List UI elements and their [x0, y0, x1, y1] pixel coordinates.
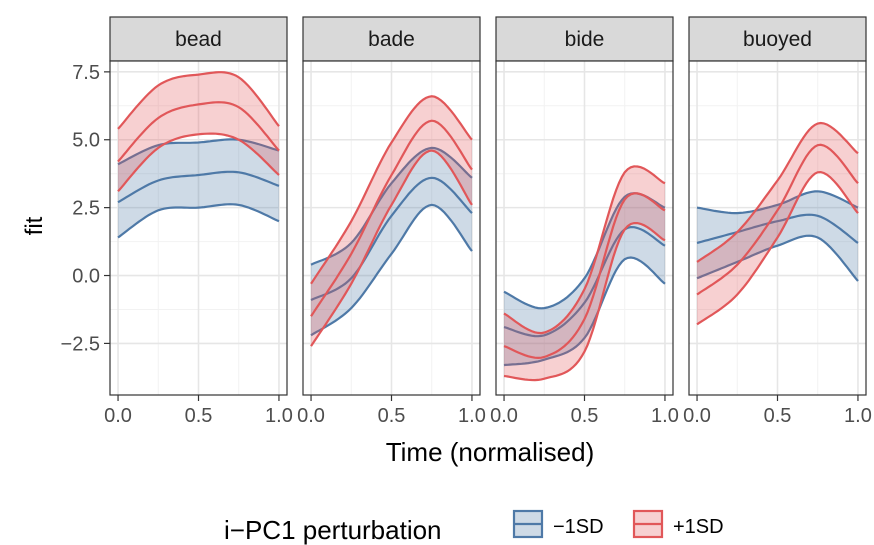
- x-tick-label: 1.0: [651, 405, 679, 427]
- fit-line-plus1sd: [696, 143, 859, 296]
- facet-strip-label: bide: [565, 28, 605, 51]
- x-tick-label: 1.0: [265, 405, 293, 427]
- ribbon-plus1sd: [118, 72, 279, 192]
- fit-line-minus1sd: [310, 176, 473, 301]
- lower-bound-line-minus1sd: [117, 203, 280, 239]
- lower-bound-line-plus1sd: [503, 222, 666, 382]
- legend-title: i−PC1 perturbation: [224, 515, 442, 545]
- legend-label: −1SD: [553, 516, 604, 538]
- ribbon-minus1sd: [311, 147, 472, 336]
- upper-bound-line-minus1sd: [117, 138, 280, 166]
- fit-line-minus1sd: [696, 213, 859, 244]
- lower-bound-line-minus1sd: [310, 203, 473, 337]
- lower-bound-line-plus1sd: [310, 149, 473, 347]
- axes: Time (normalised) fit: [21, 216, 594, 467]
- x-axis-label: Time (normalised): [386, 437, 595, 467]
- y-tick-label: 5.0: [72, 130, 100, 152]
- facet-strip-label: bead: [175, 28, 222, 51]
- upper-bound-line-minus1sd: [310, 146, 473, 266]
- y-tick-label: 2.5: [72, 198, 100, 220]
- x-tick-label: 0.5: [185, 405, 213, 427]
- ribbon-plus1sd: [697, 123, 858, 325]
- x-tick-label: 0.0: [104, 405, 132, 427]
- fit-line-plus1sd: [117, 101, 280, 163]
- upper-bound-line-plus1sd: [117, 71, 280, 130]
- fit-line-minus1sd: [503, 225, 666, 338]
- x-tick-label: 0.0: [683, 405, 711, 427]
- x-tick-label: 0.5: [571, 405, 599, 427]
- x-tick-label: 0.0: [297, 405, 325, 427]
- lower-bound-line-plus1sd: [117, 132, 280, 193]
- facet-panel-bead: bead 0.0 0.5 1.0: [104, 16, 293, 427]
- facet-panel-bade: bade 0.0 0.5 1.0: [297, 16, 486, 427]
- facet-strip: [688, 16, 867, 62]
- upper-bound-line-plus1sd: [310, 95, 473, 285]
- legend-item-minus1sd: −1SD: [512, 509, 604, 539]
- upper-bound-line-minus1sd: [696, 190, 859, 215]
- lower-bound-line-minus1sd: [696, 234, 859, 282]
- ribbon-minus1sd: [118, 139, 279, 238]
- y-tick-label: −2.5: [61, 333, 100, 355]
- upper-bound-line-plus1sd: [696, 121, 859, 263]
- y-tick-label: 0.0: [72, 266, 100, 288]
- x-tick-label: 1.0: [458, 405, 486, 427]
- fit-line-plus1sd: [310, 119, 473, 317]
- facet-panel-buoyed: buoyed 0.0 0.5 1.0: [683, 16, 872, 427]
- facet-strip-label: bade: [368, 28, 415, 51]
- y-axis-label: fit: [21, 216, 48, 235]
- legend-label: +1SD: [673, 516, 724, 538]
- fit-line-plus1sd: [503, 192, 666, 360]
- facet-strip-label: buoyed: [743, 28, 812, 51]
- legend-item-plus1sd: +1SD: [632, 509, 724, 539]
- lower-bound-line-plus1sd: [696, 170, 859, 326]
- x-tick-label: 0.5: [764, 405, 792, 427]
- y-tick-label: 7.5: [72, 62, 100, 84]
- y-axis: −2.5 0.0 2.5 5.0 7.5: [61, 62, 110, 355]
- facet-panel-bide: bide 0.0 0.5 1.0: [490, 16, 679, 427]
- legend: i−PC1 perturbation −1SD +1SD: [224, 509, 724, 545]
- facet-strip: [495, 16, 674, 62]
- x-tick-label: 0.5: [378, 405, 406, 427]
- upper-bound-line-plus1sd: [503, 165, 666, 335]
- facet-strip: [109, 16, 288, 62]
- x-tick-label: 1.0: [844, 405, 872, 427]
- ribbon-plus1sd: [504, 166, 665, 381]
- fit-line-minus1sd: [117, 170, 280, 204]
- lower-bound-line-minus1sd: [503, 256, 666, 367]
- x-tick-label: 0.0: [490, 405, 518, 427]
